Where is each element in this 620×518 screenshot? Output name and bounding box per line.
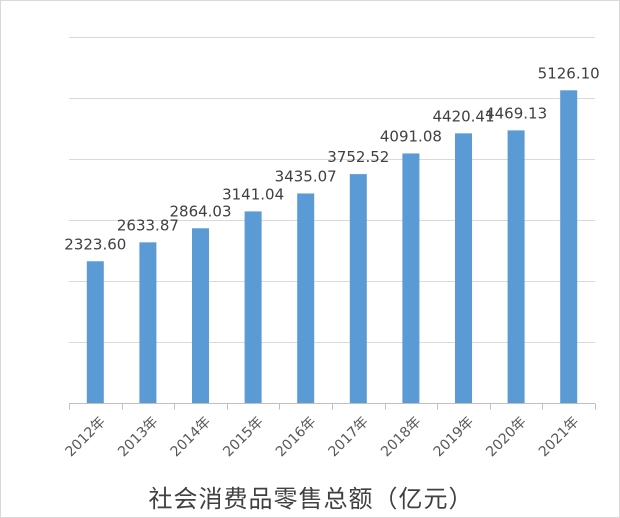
x-tick-label-8: 2020年 [483, 414, 529, 460]
bar-2 [192, 228, 209, 403]
x-tick-label-4: 2016年 [273, 414, 319, 460]
bar-7 [455, 133, 472, 404]
x-axis-label: 社会消费品零售总额（亿元） [148, 485, 474, 513]
data-label-1: 2633.87 [117, 216, 179, 234]
x-tick-label-5: 2017年 [325, 414, 371, 460]
bar-6 [402, 153, 420, 403]
data-label-8: 4469.13 [485, 104, 547, 122]
x-tick-label-2: 2014年 [168, 414, 214, 460]
bar-1 [139, 242, 157, 403]
data-label-9: 5126.10 [538, 64, 600, 82]
x-tick-label-7: 2019年 [431, 414, 477, 460]
data-label-6: 4091.08 [380, 127, 442, 145]
bar-9 [560, 90, 578, 404]
data-label-5: 3752.52 [327, 148, 389, 166]
x-tick-label-6: 2018年 [378, 414, 424, 460]
bar-4 [297, 193, 315, 403]
bar-3 [244, 211, 262, 403]
data-label-0: 2323.60 [64, 235, 126, 253]
bar-0 [86, 261, 104, 403]
data-label-3: 3141.04 [222, 185, 284, 203]
x-tick-label-3: 2015年 [220, 414, 266, 460]
data-label-7: 4420.41 [432, 107, 494, 125]
data-label-2: 2864.03 [169, 202, 231, 220]
bar-5 [349, 174, 367, 403]
data-label-4: 3435.07 [275, 167, 337, 185]
bar-8 [507, 130, 525, 404]
x-tick-label-1: 2013年 [115, 414, 161, 460]
x-tick-label-0: 2012年 [62, 414, 108, 460]
x-tick-label-9: 2021年 [536, 414, 582, 460]
